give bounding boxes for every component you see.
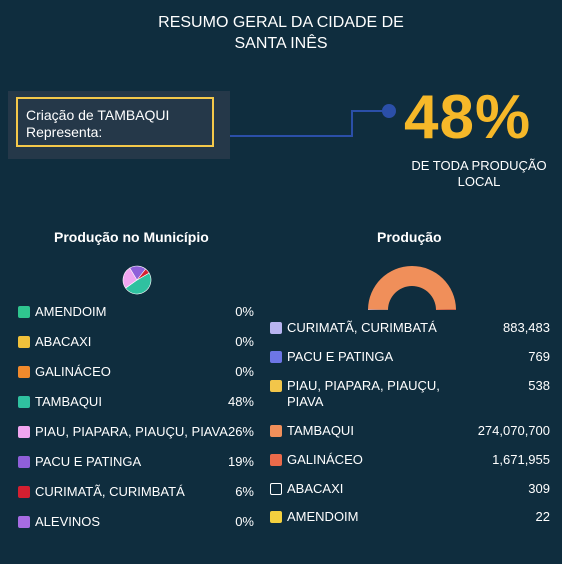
legend-label: CURIMATÃ, CURIMBATÁ (35, 484, 185, 499)
legend-value: 19% (227, 454, 254, 469)
pie-chart-municipio (122, 265, 152, 295)
legend-label: CURIMATÃ, CURIMBATÁ (287, 320, 437, 335)
caption-line-1: DE TODA PRODUÇÃO (411, 158, 547, 173)
donut-slice (368, 266, 456, 310)
legend-item: ABACAXI (18, 334, 91, 350)
legend-swatch (18, 426, 30, 438)
legend-label: PIAU, PIAPARA, PIAUÇU, PIAVA (287, 378, 440, 409)
legend-municipio: AMENDOIM 0% ABACAXI 0% GALINÁCEO 0% TAMBAQUI 48… (18, 304, 254, 534)
page-title: RESUMO GERAL DA CIDADE DE SANTA INÊS (0, 12, 562, 54)
legend-label: ABACAXI (287, 481, 344, 496)
legend-label: GALINÁCEO (35, 364, 111, 379)
legend-item: CURIMATÃ, CURIMBATÁ (270, 320, 437, 336)
legend-swatch (270, 425, 282, 437)
chart2-title: Produção (377, 229, 442, 245)
legend-swatch (18, 336, 30, 348)
legend-label: TAMBAQUI (35, 394, 102, 409)
title-line-2: SANTA INÊS (234, 35, 328, 52)
chart1-title: Produção no Município (54, 229, 209, 245)
donut-slice (435, 309, 456, 310)
connector-path (230, 110, 388, 137)
legend-value: 883,483 (503, 320, 550, 335)
legend-item: AMENDOIM (18, 304, 107, 320)
legend-item: AMENDOIM (270, 509, 359, 525)
legend-swatch (270, 351, 282, 363)
connector-dot (382, 104, 396, 118)
legend-item: GALINÁCEO (18, 364, 111, 380)
legend-swatch (18, 306, 30, 318)
legend-value: 538 (528, 378, 550, 393)
legend-swatch (270, 380, 282, 392)
caption-line-2: LOCAL (457, 174, 501, 189)
legend-producao: CURIMATÃ, CURIMBATÁ 883,483 PACU E PATINGA… (270, 320, 550, 530)
legend-swatch (270, 483, 282, 495)
legend-value: 6% (235, 484, 254, 499)
legend-value: 0% (235, 334, 254, 349)
legend-label: AMENDOIM (287, 509, 359, 524)
callout-line-2: Representa: (26, 124, 103, 140)
legend-value: 48% (227, 394, 254, 409)
legend-item: ABACAXI (270, 481, 343, 497)
legend-value: 26% (227, 424, 254, 439)
donut-chart-producao (368, 266, 456, 310)
pie-slice (125, 272, 152, 295)
legend-label: AMENDOIM (35, 304, 107, 319)
legend-value: 309 (528, 481, 550, 496)
legend-label: ALEVINOS (35, 514, 101, 529)
legend-swatch (270, 322, 282, 334)
legend-label: GALINÁCEO (287, 452, 363, 467)
legend-value: 0% (235, 514, 254, 529)
legend-item: ALEVINOS (18, 514, 100, 530)
callout-box: Criação de TAMBAQUI Representa: (8, 91, 230, 159)
legend-value: 769 (528, 349, 550, 364)
legend-swatch (18, 456, 30, 468)
legend-swatch (270, 454, 282, 466)
legend-value: 274,070,700 (477, 423, 550, 438)
legend-value: 22 (535, 509, 550, 524)
legend-value: 0% (235, 364, 254, 379)
legend-item: PACU E PATINGA (18, 454, 141, 470)
legend-value: 0% (235, 304, 254, 319)
legend-item: CURIMATÃ, CURIMBATÁ (18, 484, 185, 500)
legend-item: TAMBAQUI (18, 394, 102, 410)
callout-line-1: Criação de TAMBAQUI (26, 107, 170, 123)
title-line-1: RESUMO GERAL DA CIDADE DE (158, 14, 404, 31)
legend-label: TAMBAQUI (287, 423, 354, 438)
pie-slice (136, 268, 150, 281)
legend-swatch (270, 511, 282, 523)
legend-swatch (18, 396, 30, 408)
highlight-percent: 48% (404, 83, 532, 152)
legend-swatch (18, 516, 30, 528)
legend-item: TAMBAQUI (270, 423, 354, 439)
callout-frame: Criação de TAMBAQUI Representa: (16, 97, 214, 147)
legend-item: PIAU, PIAPARA, PIAUÇU, PIAVA (270, 378, 457, 410)
legend-label: ABACAXI (35, 334, 92, 349)
legend-item: GALINÁCEO (270, 452, 363, 468)
legend-label: PACU E PATINGA (35, 454, 142, 469)
legend-label: PACU E PATINGA (287, 349, 394, 364)
highlight-caption: DE TODA PRODUÇÃO LOCAL (394, 158, 562, 190)
legend-swatch (18, 366, 30, 378)
legend-item: PIAU, PIAPARA, PIAUÇU, PIAVA (18, 424, 228, 440)
legend-swatch (18, 486, 30, 498)
legend-value: 1,671,955 (492, 452, 550, 467)
legend-item: PACU E PATINGA (270, 349, 393, 365)
legend-label: PIAU, PIAPARA, PIAUÇU, PIAVA (35, 424, 228, 439)
